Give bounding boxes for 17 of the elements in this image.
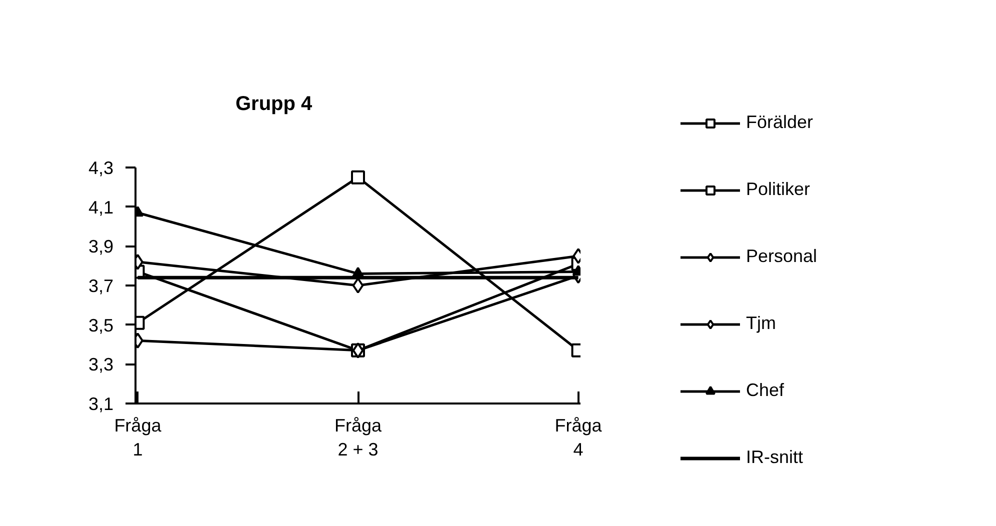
x-tick-label: Fråga 1 bbox=[114, 416, 162, 460]
y-tick-label: 3,3 bbox=[88, 354, 114, 375]
legend-label: Förälder bbox=[746, 112, 814, 133]
y-tick-label: 4,1 bbox=[88, 197, 114, 218]
y-tick-label: 3,1 bbox=[88, 394, 114, 414]
legend-label: Chef bbox=[746, 380, 784, 401]
y-tick-label: 4,3 bbox=[88, 158, 114, 178]
y-tick-label: 3,9 bbox=[88, 236, 114, 257]
y-tick-label: 3,7 bbox=[88, 276, 114, 296]
legend-label: Politiker bbox=[746, 179, 810, 200]
x-tick-label: Fråga 4 bbox=[554, 416, 603, 460]
legend-label: Personal bbox=[746, 246, 818, 267]
x-tick-label: Fråga 2 + 3 bbox=[334, 416, 382, 460]
legend-label: Tjm bbox=[746, 313, 776, 334]
y-tick-label: 3,5 bbox=[88, 315, 114, 336]
legend-label: IR-snitt bbox=[746, 447, 804, 468]
chart-title: Grupp 4 bbox=[236, 93, 314, 115]
